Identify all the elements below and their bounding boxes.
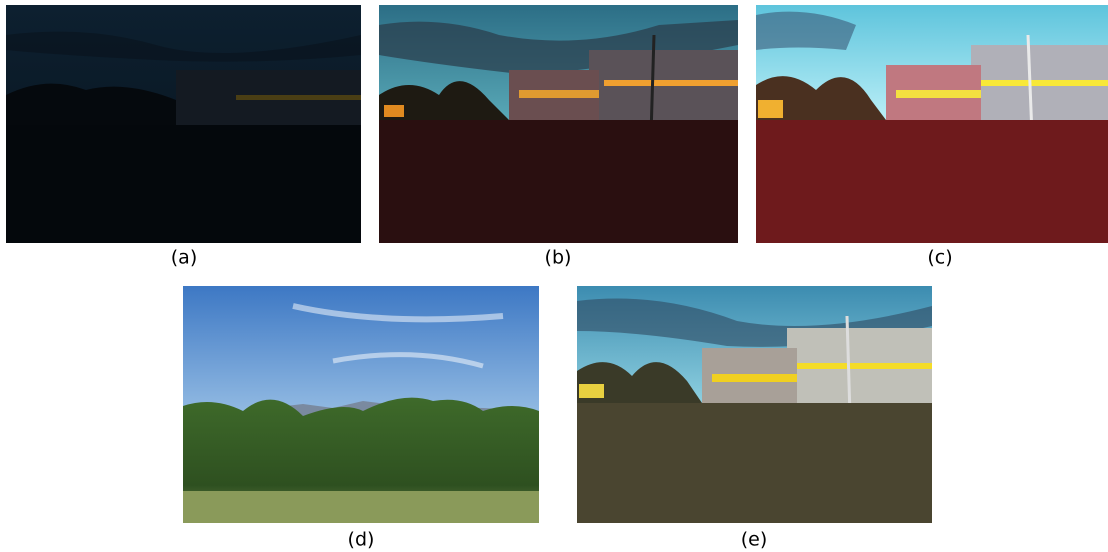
image-e — [577, 286, 932, 523]
image-b — [379, 5, 738, 243]
caption: (e) — [741, 529, 768, 551]
caption: (d) — [348, 529, 375, 551]
caption: (b) — [545, 247, 572, 269]
image-c — [756, 5, 1108, 243]
caption: (c) — [927, 247, 952, 269]
caption: (a) — [171, 247, 197, 269]
image-a — [6, 5, 361, 243]
figure: (a) (b) (c) (d) (e) — [0, 0, 1108, 552]
image-d — [183, 286, 539, 523]
